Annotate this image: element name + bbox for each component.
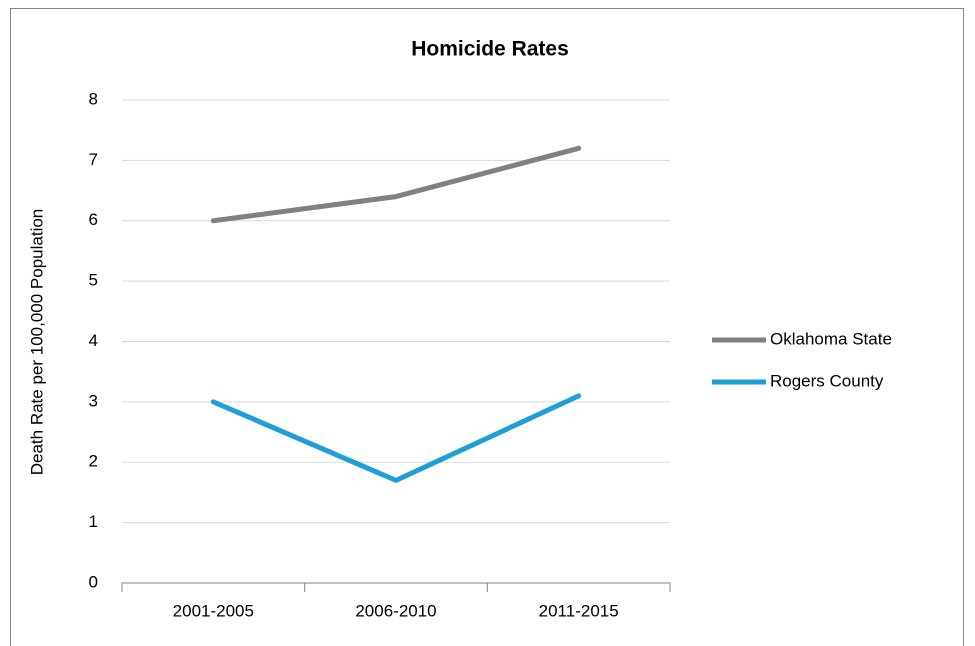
y-tick-label: 6 — [89, 210, 98, 229]
series-line — [210, 145, 582, 224]
chart-border — [10, 8, 964, 646]
x-tick-label: 2011-2015 — [539, 601, 619, 620]
series-line — [210, 393, 582, 483]
x-tick-label: 2001-2005 — [173, 601, 254, 620]
y-tick-label: 4 — [89, 331, 98, 350]
y-tick-label: 1 — [89, 512, 98, 531]
chart-title: Homicide Rates — [411, 38, 569, 61]
legend-label: Rogers County — [770, 371, 884, 390]
x-tick-label: 2006-2010 — [355, 601, 436, 620]
y-tick-label: 5 — [89, 271, 98, 290]
y-tick-label: 3 — [89, 391, 98, 410]
y-tick-label: 2 — [89, 452, 98, 471]
y-tick-label: 8 — [89, 89, 98, 108]
y-axis-label: Death Rate per 100,000 Population — [27, 209, 46, 476]
y-tick-label: 7 — [89, 150, 98, 169]
legend-label: Oklahoma State — [770, 329, 892, 348]
y-tick-label: 0 — [89, 572, 98, 591]
